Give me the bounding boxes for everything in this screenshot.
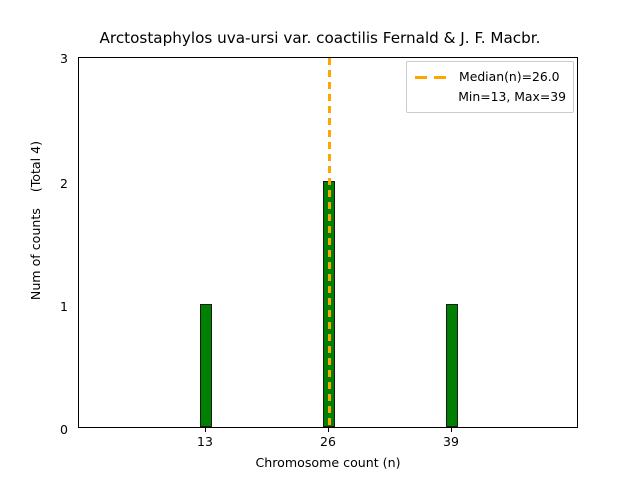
plot-area (78, 57, 578, 428)
x-tick-mark-39 (451, 428, 453, 432)
x-tick-label-13: 13 (197, 434, 213, 449)
bar-39 (446, 304, 458, 427)
median-line (328, 58, 331, 427)
y-tick-label-2: 2 (60, 176, 68, 191)
page-title: Arctostaphylos uva-ursi var. coactilis F… (99, 29, 541, 47)
x-tick-label-26: 26 (320, 434, 336, 449)
y-axis-label: Num of counts (Total 4) (28, 140, 43, 301)
legend-entry-median: Median(n)=26.0 (414, 67, 566, 86)
dashed-line-icon (414, 70, 450, 84)
y-tick-label-3: 3 (60, 51, 68, 66)
legend-label-median: Median(n)=26.0 (459, 69, 560, 84)
plot-inner (79, 58, 577, 427)
y-tick-label-1: 1 (60, 299, 68, 314)
bar-13 (200, 304, 212, 427)
legend: Median(n)=26.0 Min=13, Max=39 (406, 61, 574, 113)
legend-label-minmax: Min=13, Max=39 (458, 88, 566, 104)
x-axis-label: Chromosome count (n) (255, 455, 401, 470)
x-tick-mark-26 (328, 428, 330, 432)
x-tick-label-39: 39 (443, 434, 459, 449)
y-tick-label-0: 0 (60, 422, 68, 437)
x-tick-mark-13 (205, 428, 207, 432)
legend-entry-minmax: Min=13, Max=39 (414, 86, 566, 106)
